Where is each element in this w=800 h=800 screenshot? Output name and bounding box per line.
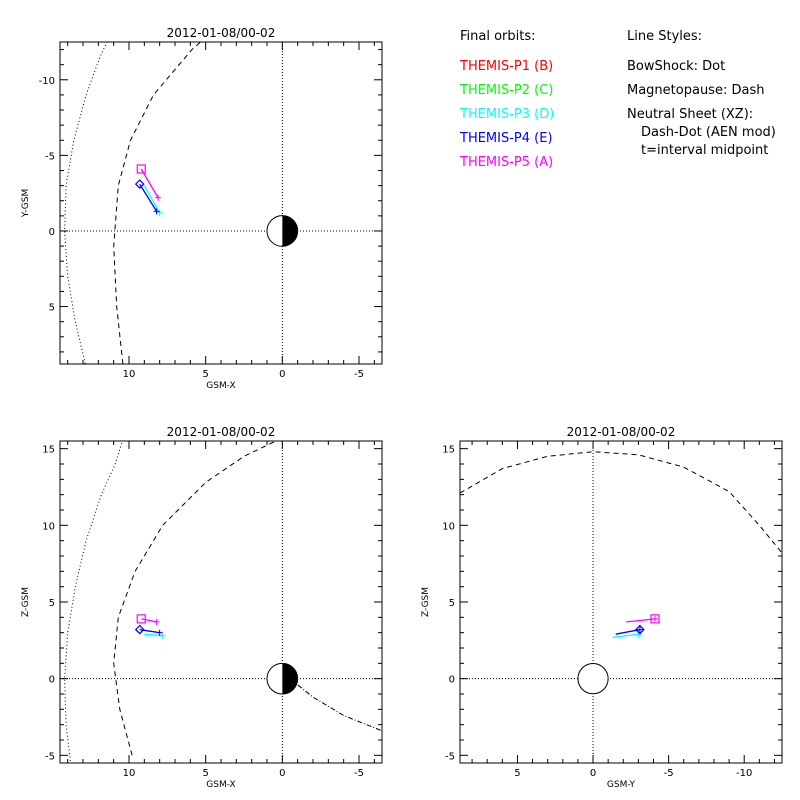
orbit-track-themis-p5 [141, 618, 157, 623]
orbit-end-tick [159, 632, 166, 639]
marker-diamond-p4 [134, 624, 145, 635]
legend-probe-p2: THEMIS-P2 (C) [459, 83, 553, 98]
plot-panel-1: 10 5 0 -5 5 0 -5 -10 2012-01-08/00-02 GSM-X Y-GSM [21, 26, 383, 391]
marker-diamond-p4 [635, 624, 645, 635]
y-axis-label: Z-GSM [21, 587, 31, 617]
y-axis-label: Y-GSM [21, 189, 31, 218]
x-tick-label: -10 [736, 768, 752, 779]
plot-title: 2012-01-08/00-02 [167, 26, 276, 40]
y-tick-label: -5 [45, 151, 55, 162]
x-axis-label: GSM-X [206, 381, 235, 391]
x-tick-label: 5 [514, 768, 520, 779]
legend-style-bowshock: BowShock: Dot [627, 59, 725, 74]
plot-title: 2012-01-08/00-02 [167, 425, 276, 439]
orbit-end-tick [156, 629, 163, 636]
orbit-plots: 10 5 0 -550-5-102012-01-08/00-02GSM-XY-GSM1… [21, 26, 783, 790]
orbit-end-tick [156, 209, 163, 216]
legend-style-magnetopause: Magnetopause: Dash [627, 83, 764, 98]
legend-style-dash-dot: Dash-Dot (AEN mod) [641, 125, 776, 140]
legend-probe-p4: THEMIS-P4 (E) [459, 131, 553, 146]
earth-symbol [577, 663, 609, 695]
legend-orbits-title: Final orbits: [460, 29, 536, 44]
marker-square-p5 [650, 614, 660, 624]
magnetopause-curve [460, 451, 782, 554]
y-tick-label: 5 [49, 303, 55, 314]
magnetopause-curve [113, 441, 278, 756]
x-tick-label: -5 [664, 768, 674, 779]
y-tick-label: -5 [445, 751, 455, 762]
orbit-track-themis-p5 [626, 618, 656, 623]
legend-style-neutral-sheet: Neutral Sheet (XZ): [627, 107, 753, 122]
legend-probe-p5: THEMIS-P5 (A) [459, 155, 553, 170]
y-tick-label: 5 [49, 598, 55, 609]
plot-panel-2: 10 5 0 -5 15 10 5 0 -5 2012-01-08/00-02 GSM-X Z-GSM [21, 425, 383, 790]
x-axis-label: GSM-X [206, 780, 235, 790]
orbit-end-tick [636, 626, 643, 633]
x-tick-label: 0 [590, 768, 596, 779]
marker-square-p5 [136, 164, 146, 174]
earth-night-side [282, 215, 298, 247]
orbit-end-tick [155, 194, 162, 201]
y-tick-label: 10 [42, 521, 55, 532]
y-tick-label: 0 [449, 675, 455, 686]
y-tick-label: 15 [42, 445, 55, 456]
legend-styles-title: Line Styles: [627, 29, 702, 44]
x-tick-label: 0 [279, 768, 285, 779]
orbit-track-themis-p5 [140, 168, 159, 199]
y-tick-label: 15 [442, 445, 455, 456]
legend-probe-p1: THEMIS-P1 (B) [459, 59, 553, 74]
orbit-track-themis-p4 [139, 183, 158, 212]
y-tick-label: 10 [442, 521, 455, 532]
plot-area [60, 42, 382, 364]
x-tick-label: 10 [123, 369, 136, 380]
neutral-sheet-curve [289, 678, 382, 732]
orbit-end-tick [153, 208, 160, 215]
orbit-end-tick [153, 618, 160, 625]
legend-style-interval: t=interval midpoint [641, 143, 768, 158]
legend: Final orbits: THEMIS-P1 (B) THEMIS-P2 (C… [459, 29, 776, 170]
y-tick-label: 5 [449, 598, 455, 609]
x-tick-label: 0 [279, 369, 285, 380]
orbit-end-tick [652, 615, 659, 622]
bow-shock-curve [64, 441, 123, 763]
magnetopause-curve [113, 42, 202, 364]
x-tick-label: -5 [354, 768, 364, 779]
y-tick-label: -5 [45, 751, 55, 762]
x-tick-label: 5 [202, 768, 208, 779]
earth-night-side [282, 663, 298, 694]
legend-probe-p3: THEMIS-P3 (D) [459, 107, 554, 122]
y-tick-label: -10 [39, 76, 55, 87]
x-axis-label: GSM-Y [607, 780, 636, 790]
y-tick-label: 0 [49, 675, 55, 686]
plot-area [60, 441, 382, 763]
plot-area [460, 441, 782, 763]
plot-panel-3: 5 0 -5 -10 15 10 5 0 -5 2012-01-08/00-02 GSM-Y Z-GS… [421, 425, 783, 790]
orbit-track-themis-p3 [143, 185, 161, 214]
y-tick-label: 0 [49, 227, 55, 238]
x-tick-label: 5 [202, 369, 208, 380]
marker-diamond-p4 [134, 179, 145, 189]
y-axis-label: Z-GSM [421, 587, 431, 617]
plot-title: 2012-01-08/00-02 [567, 425, 676, 439]
x-tick-label: -5 [354, 369, 364, 380]
x-tick-label: 10 [123, 768, 136, 779]
orbit-track-themis-p3 [612, 633, 639, 638]
marker-square-p5 [136, 614, 146, 624]
